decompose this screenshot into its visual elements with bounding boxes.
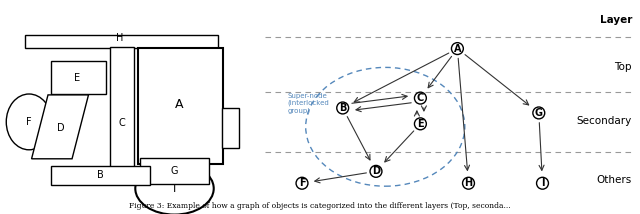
Text: H: H xyxy=(116,33,124,43)
Bar xyxy=(25,35,218,48)
Circle shape xyxy=(451,43,463,55)
Text: D: D xyxy=(372,166,380,176)
Text: G: G xyxy=(171,166,179,176)
Text: Figure 3: Example of how a graph of objects is categorized into the different la: Figure 3: Example of how a graph of obje… xyxy=(129,202,511,210)
Polygon shape xyxy=(31,95,88,159)
Text: H: H xyxy=(465,178,472,188)
Text: Others: Others xyxy=(596,175,632,185)
Text: F: F xyxy=(299,178,305,188)
Circle shape xyxy=(463,177,474,189)
Circle shape xyxy=(337,102,349,114)
Text: C: C xyxy=(118,118,125,128)
Circle shape xyxy=(370,165,382,177)
Text: Top: Top xyxy=(614,62,632,72)
Circle shape xyxy=(536,177,548,189)
Bar xyxy=(51,166,150,185)
Circle shape xyxy=(533,107,545,119)
Text: B: B xyxy=(97,170,103,180)
Text: Layer: Layer xyxy=(600,15,632,25)
Bar xyxy=(222,108,239,148)
Text: F: F xyxy=(26,117,32,127)
Bar xyxy=(110,47,134,184)
Ellipse shape xyxy=(135,162,214,214)
Text: G: G xyxy=(535,108,543,118)
Text: A: A xyxy=(175,98,184,111)
Text: D: D xyxy=(57,123,65,133)
Text: C: C xyxy=(417,93,424,103)
Bar xyxy=(51,61,106,94)
Bar xyxy=(138,48,223,164)
Text: Secondary: Secondary xyxy=(577,116,632,126)
Text: B: B xyxy=(339,103,346,113)
Ellipse shape xyxy=(6,94,52,150)
Text: Super-node
(interlocked
group): Super-node (interlocked group) xyxy=(287,92,329,114)
Text: E: E xyxy=(74,73,80,83)
Text: I: I xyxy=(173,183,176,193)
Text: A: A xyxy=(454,44,461,54)
Circle shape xyxy=(296,177,308,189)
Bar xyxy=(140,158,209,184)
Circle shape xyxy=(415,92,426,104)
Text: I: I xyxy=(541,178,544,188)
Text: E: E xyxy=(417,119,424,129)
Circle shape xyxy=(415,118,426,130)
